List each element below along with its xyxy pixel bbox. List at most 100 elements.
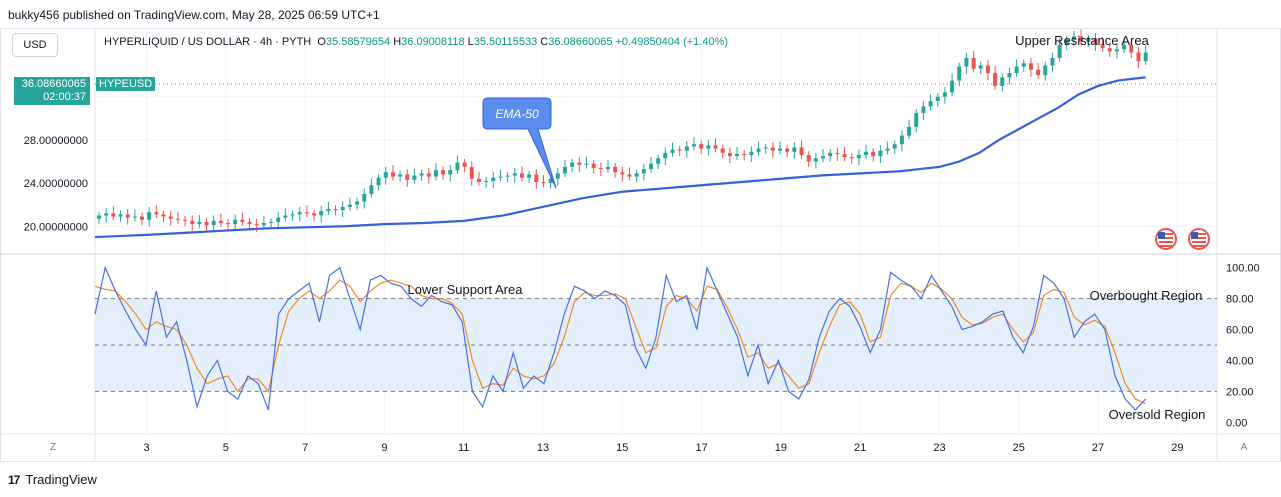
candle-body xyxy=(677,149,682,151)
candle-body xyxy=(699,144,704,149)
candle-body xyxy=(957,66,962,81)
candle-body xyxy=(276,217,281,222)
ema-50-line xyxy=(94,76,1146,239)
candle-body xyxy=(512,173,517,176)
candle-body xyxy=(641,169,646,174)
x-tick-label: 27 xyxy=(1092,442,1104,454)
candle-body xyxy=(491,177,496,181)
oversold-label: Oversold Region xyxy=(1109,407,1206,422)
chart-svg[interactable]: 32.0000000028.0000000024.0000000020.0000… xyxy=(0,28,1281,462)
candle-body xyxy=(692,144,697,147)
stoch-lines xyxy=(94,265,1147,411)
us-flag-icon[interactable] xyxy=(1188,228,1210,250)
candle-body xyxy=(211,220,216,226)
candle-body xyxy=(290,214,295,216)
candle-body xyxy=(935,96,940,102)
candle-body xyxy=(1114,49,1119,52)
candle-body xyxy=(1043,65,1048,76)
candle-body xyxy=(448,170,453,175)
us-flag-icon[interactable] xyxy=(1155,228,1177,250)
candle-body xyxy=(175,218,180,220)
candle-body xyxy=(978,65,983,69)
candle-body xyxy=(326,208,331,212)
candle-body xyxy=(756,148,761,152)
a-button[interactable]: A xyxy=(1240,442,1248,453)
candle-body xyxy=(297,212,302,215)
low-value: 35.50115533 xyxy=(473,36,538,48)
candle-body xyxy=(233,219,238,225)
stoch-k-line xyxy=(94,265,1147,411)
x-tick-label: 7 xyxy=(302,442,308,454)
candle-body xyxy=(907,126,912,136)
candle-body xyxy=(376,177,381,186)
ema-50-callout: EMA-50 xyxy=(482,97,557,189)
ema-line-group xyxy=(94,76,1146,239)
currency-button[interactable]: USD xyxy=(12,33,58,57)
candle-body xyxy=(634,173,639,177)
candle-body xyxy=(1079,36,1084,42)
x-tick-label: 29 xyxy=(1171,442,1183,454)
close-label: C xyxy=(540,36,549,48)
high-label: H xyxy=(393,36,402,48)
candle-body xyxy=(1057,44,1062,58)
candle-body xyxy=(441,170,446,175)
candle-body xyxy=(1007,73,1012,78)
candle-body xyxy=(684,146,689,151)
high-value: 36.09008118 xyxy=(401,36,465,48)
candle-body xyxy=(842,153,847,158)
candle-body xyxy=(362,193,367,202)
chart-area[interactable]: 32.0000000028.0000000024.0000000020.0000… xyxy=(0,28,1281,462)
candle-body xyxy=(914,112,919,127)
candle-body xyxy=(706,145,711,149)
candle-body xyxy=(240,219,245,222)
stoch-axis-ticks: 100.00 80.00 60.00 40.00 20.00 0.00 xyxy=(1226,263,1260,430)
candle-body xyxy=(577,162,582,165)
x-tick-label: 11 xyxy=(458,442,469,454)
candle-body xyxy=(355,201,360,205)
candle-body xyxy=(613,166,618,173)
x-tick-label: 13 xyxy=(537,442,549,454)
candle-body xyxy=(835,152,840,154)
ohlc-legend: HYPERLIQUID / US DOLLAR · 4h · PYTH O35.… xyxy=(104,36,728,48)
stoch-tick-label: 40.00 xyxy=(1226,355,1254,367)
bar-countdown: 02:00:37 xyxy=(43,91,86,103)
candle-body xyxy=(899,135,904,145)
chart-border xyxy=(0,28,1281,462)
candle-body xyxy=(132,216,137,218)
x-tick-label: 9 xyxy=(381,442,387,454)
candle-body xyxy=(405,174,410,180)
candle-body xyxy=(799,147,804,156)
candle-body xyxy=(183,219,188,221)
last-price: 36.08660065 xyxy=(21,78,86,90)
candle-body xyxy=(605,166,610,170)
candle-body xyxy=(527,174,532,178)
candle-body xyxy=(620,172,625,175)
candle-body xyxy=(147,212,152,220)
candle-body xyxy=(806,155,811,162)
candle-body xyxy=(921,106,926,113)
candle-body xyxy=(864,151,869,156)
candle-body xyxy=(1129,44,1134,53)
candle-body xyxy=(433,170,438,177)
candle-body xyxy=(247,221,252,225)
candle-body xyxy=(1028,63,1033,70)
candle-body xyxy=(856,155,861,159)
stoch-tick-label: 60.00 xyxy=(1226,325,1254,337)
candle-body xyxy=(735,153,740,157)
z-button[interactable]: Z xyxy=(49,442,57,453)
candle-body xyxy=(104,213,109,216)
stoch-band xyxy=(95,298,1217,392)
candle-body xyxy=(111,213,116,217)
candle-body xyxy=(283,215,288,218)
candle-body xyxy=(218,220,223,224)
x-tick-label: 17 xyxy=(695,442,707,454)
candle-body xyxy=(168,216,173,219)
candle-body xyxy=(426,173,431,177)
stoch-tick-label: 80.00 xyxy=(1226,294,1254,306)
candle-body xyxy=(778,148,783,151)
symbol-title: HYPERLIQUID / US DOLLAR · 4h · PYTH xyxy=(104,36,312,48)
brand-name: TradingView xyxy=(25,472,97,487)
time-axis-ticks: 3 5 7 9 11 13 15 17 19 21 23 25 27 29 xyxy=(143,442,1183,454)
published-text: bukky456 published on TradingView.com, M… xyxy=(8,8,380,22)
stoch-tick-label: 100.00 xyxy=(1226,263,1260,275)
